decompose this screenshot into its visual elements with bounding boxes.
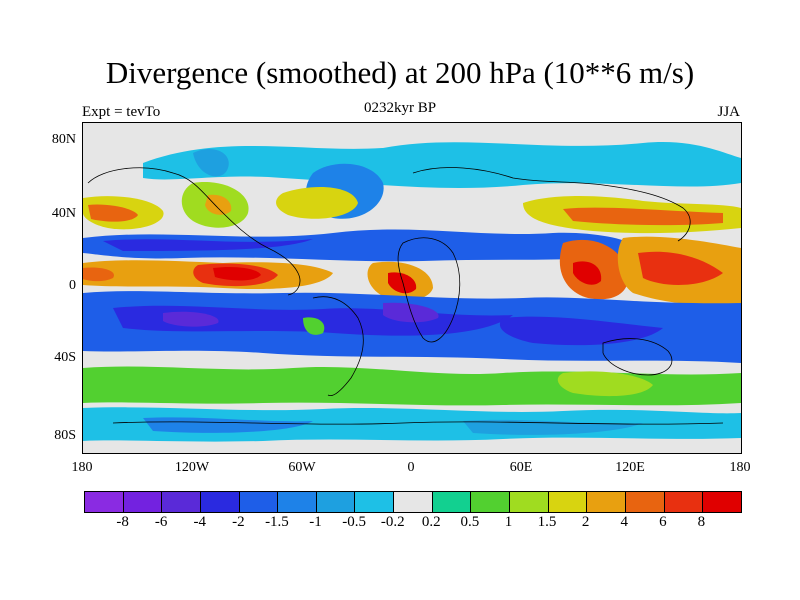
lon-tick: 120W (174, 460, 210, 475)
colorbar-swatch (471, 492, 511, 512)
colorbar-label: -4 (193, 514, 207, 530)
contour-fill (213, 266, 261, 281)
contour-fill (638, 251, 723, 285)
contour-fill (573, 261, 602, 285)
colorbar-swatch (162, 492, 201, 512)
colorbar-label: -6 (154, 514, 168, 530)
season-label: JJA (717, 104, 740, 120)
plot-title: Divergence (smoothed) at 200 hPa (10**6 … (105, 55, 695, 90)
contour-fill (163, 311, 219, 327)
colorbar-label: -1 (309, 514, 322, 530)
contour-fill (557, 371, 653, 397)
colorbar-label: 6 (659, 514, 667, 530)
contour-fill (143, 417, 313, 433)
colorbar-swatch (703, 492, 741, 512)
colorbar-swatch (123, 492, 163, 512)
divergence-map (83, 123, 741, 453)
colorbar (84, 491, 742, 513)
colorbar-label: -8 (116, 514, 129, 530)
colorbar-label: -0.5 (342, 514, 366, 530)
colorbar-swatch (394, 492, 433, 512)
time-label: 0232kyr BP (363, 100, 437, 116)
colorbar-swatch (85, 492, 124, 512)
lat-tick: 0 (69, 278, 76, 293)
contour-fill (499, 316, 663, 346)
colorbar-label: 4 (620, 514, 628, 530)
contour-fill (303, 317, 325, 335)
experiment-label: Expt = tevTo (82, 104, 161, 120)
lat-tick: 40N (51, 206, 76, 221)
colorbar-label: 8 (697, 514, 706, 530)
colorbar-label: 2 (581, 514, 590, 530)
lat-tick: 80S (54, 428, 76, 443)
contour-fill (276, 187, 358, 219)
colorbar-swatch (587, 492, 626, 512)
colorbar-swatch (432, 492, 472, 512)
lon-tick: 60E (509, 460, 533, 475)
colorbar-label: -2 (232, 514, 245, 530)
coastlines (87, 167, 724, 425)
colorbar-label: 1.5 (537, 514, 557, 530)
colorbar-label: 0.2 (421, 514, 441, 530)
colorbar-label: -1.5 (265, 514, 289, 530)
contour-fill (88, 204, 138, 222)
colorbar-label: -0.2 (380, 514, 405, 530)
contour-fill (193, 148, 229, 177)
lat-tick: 80N (51, 132, 76, 147)
lon-tick: 180 (71, 460, 93, 475)
colorbar-swatch (355, 492, 395, 512)
colorbar-swatch (510, 492, 549, 512)
lon-tick: 60W (288, 460, 316, 475)
contour-fill (83, 267, 114, 282)
map-panel (82, 122, 742, 454)
colorbar-label: 1 (504, 514, 513, 530)
contour-fill (83, 229, 643, 262)
colorbar-swatch (239, 492, 279, 512)
colorbar-swatch (625, 492, 665, 512)
contour-fill (563, 207, 723, 226)
contour-fill (388, 272, 417, 294)
lon-tick: 0 (407, 460, 415, 475)
colorbar-label: 0.5 (460, 514, 480, 530)
contour-fill (143, 141, 741, 188)
lon-tick: 120E (615, 460, 645, 475)
lat-tick: 40S (54, 350, 76, 365)
contour-fill (103, 239, 313, 251)
colorbar-swatch (548, 492, 588, 512)
colorbar-swatch (664, 492, 704, 512)
lon-tick: 180 (729, 460, 751, 475)
colorbar-swatch (200, 492, 240, 512)
colorbar-swatch (278, 492, 317, 512)
contour-fill (205, 194, 232, 215)
colorbar-swatch (316, 492, 356, 512)
